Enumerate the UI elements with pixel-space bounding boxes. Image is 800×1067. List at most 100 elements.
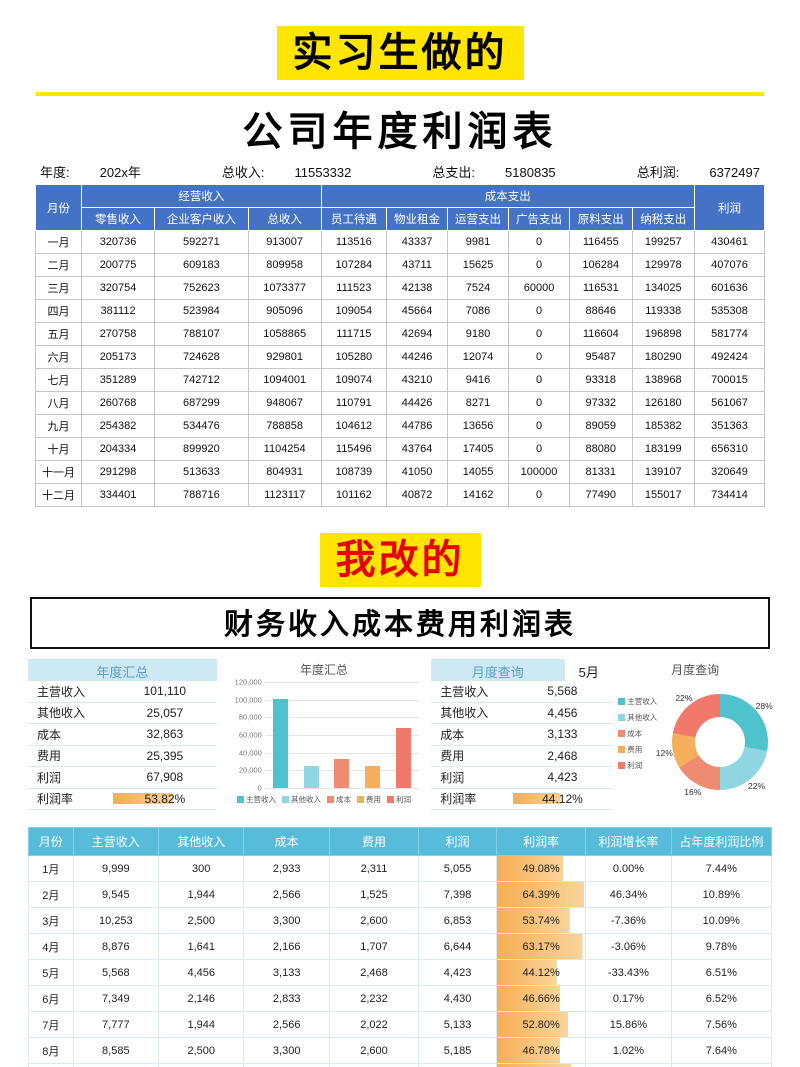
- bar: [365, 765, 381, 788]
- table-row: 六月 205173 724628 929801 105280 44246 12074 0 954…: [34, 345, 766, 369]
- dashboard-title: 财务收入成本费用利润表: [223, 609, 576, 641]
- value-cell: 7524: [447, 276, 510, 300]
- value-cell: 42694: [386, 322, 449, 346]
- value-cell: 1,525: [328, 881, 420, 908]
- legend-swatch: [618, 746, 626, 753]
- value-cell: 183199: [631, 437, 695, 461]
- value-cell: 106284: [569, 253, 633, 277]
- value-cell: 2,566: [243, 1011, 330, 1038]
- value-cell: 200775: [81, 253, 155, 277]
- dashboard: 年度汇总 主营收入 101,110 其他收入 25,057 成本 32,863 费用 25,3…: [28, 659, 773, 819]
- legend-item: 成本: [327, 794, 351, 805]
- value-cell: 809958: [247, 253, 322, 277]
- legend-item: 费用: [357, 794, 381, 805]
- value-cell: -33.43%: [585, 959, 672, 986]
- gridline: [264, 735, 420, 736]
- table-row: 五月 270758 788107 1058865 111715 42694 9180 0 116…: [34, 322, 766, 346]
- value-cell: 804931: [247, 460, 322, 484]
- value-cell: 0: [508, 368, 571, 392]
- value-cell: 407076: [693, 253, 766, 277]
- subheader-row: 零售收入 企业客户收入 总收入 员工待遇 物业租金 运营支出 广告支出 原料支出 纳税支出: [36, 207, 765, 231]
- table-row: 八月 260768 687299 948067 110791 44426 8271 0 9733…: [34, 391, 766, 415]
- value-cell: 2,600: [328, 907, 420, 934]
- legend-swatch: [618, 714, 626, 721]
- bar: [396, 728, 412, 788]
- panel-value: 101,110: [143, 684, 187, 699]
- panel-value: 32,863: [146, 727, 184, 742]
- bar: [303, 765, 319, 788]
- value-cell: 1,641: [158, 933, 245, 960]
- value-cell: 948067: [247, 391, 322, 415]
- month-cell: 四月: [34, 299, 83, 323]
- column-header: 主营收入: [72, 827, 160, 856]
- value-cell: 7.44%: [670, 855, 773, 882]
- value-cell: 52.80%: [496, 1011, 587, 1038]
- value-cell: 2,600: [328, 1037, 420, 1064]
- value-cell: 0.00%: [585, 855, 672, 882]
- table-row: 6月 7,349 2,146 2,833 2,232 4,430 46.66% 0.17% 6.…: [28, 985, 773, 1012]
- panel-label: 成本: [440, 727, 465, 742]
- value-cell: -3.06%: [585, 933, 672, 960]
- value-cell: 8,876: [72, 933, 160, 960]
- value-cell: 5,185: [418, 1037, 498, 1064]
- panel-value: 44.12%: [512, 791, 613, 806]
- value-cell: 2,500: [158, 907, 245, 934]
- value-cell: 7.64%: [670, 1037, 773, 1064]
- value-cell: 2,166: [243, 933, 330, 960]
- value-cell: 913007: [247, 230, 322, 254]
- month-cell: 十一月: [34, 460, 83, 484]
- value-cell: 381112: [81, 299, 155, 323]
- value-cell: 513633: [154, 460, 249, 484]
- legend-swatch: [282, 796, 289, 803]
- value-cell: 89059: [569, 414, 633, 438]
- table-row: 十一月 291298 513633 804931 108739 41050 14055 100…: [34, 460, 766, 484]
- annual-panel-rows: 主营收入 101,110 其他收入 25,057 成本 32,863 费用 25,395 利润 6…: [28, 681, 217, 810]
- value-cell: 320649: [693, 460, 766, 484]
- value-cell: 107284: [320, 253, 388, 277]
- month-cell: 十二月: [34, 483, 83, 507]
- donut-legend: 主营收入 其他收入 成本 费用 利润: [618, 682, 672, 790]
- panel-row: 其他收入 25,057: [28, 703, 217, 724]
- value-cell: 4,737: [418, 1063, 498, 1067]
- value-cell: 134025: [631, 276, 695, 300]
- legend-item: 利润: [618, 760, 672, 771]
- banner-revised: 我改的: [319, 533, 481, 587]
- donut-plot: 28% 22% 16% 12% 22%: [656, 693, 773, 797]
- donut-chart-title: 月度查询: [671, 663, 720, 677]
- legend-item: 费用: [618, 744, 672, 755]
- value-cell: 1094001: [247, 368, 322, 392]
- column-header: 企业客户收入: [154, 207, 249, 231]
- panel-label: 费用: [440, 749, 465, 764]
- panel-label: 费用: [37, 749, 62, 764]
- column-header: 利润增长率: [585, 827, 672, 856]
- value-cell: -8.65%: [585, 1063, 672, 1067]
- annual-panel-header: 年度汇总: [28, 659, 217, 681]
- value-cell: 14162: [447, 483, 510, 507]
- panel-row: 利润 4,423: [431, 767, 613, 789]
- value-cell: 8,585: [72, 1037, 160, 1064]
- panel-label: 主营收入: [37, 684, 86, 699]
- bar-chart-title: 年度汇总: [300, 663, 349, 677]
- value-cell: 40872: [386, 483, 449, 507]
- legend-item: 主营收入: [618, 696, 672, 707]
- value-cell: 492424: [693, 345, 766, 369]
- monthly-panel-title: 月度查询: [471, 665, 524, 680]
- value-cell: 93318: [569, 368, 633, 392]
- value-cell: 44426: [386, 391, 449, 415]
- value-cell: 788716: [154, 483, 249, 507]
- panel-value: 4,456: [547, 705, 578, 720]
- summary-item: 总收入: 11553332: [222, 162, 352, 181]
- value-cell: 8271: [447, 391, 510, 415]
- month-selector-dropdown[interactable]: 5月: [564, 659, 613, 681]
- column-header: 总收入: [247, 207, 322, 231]
- column-header: 员工待遇: [320, 207, 388, 231]
- month-cell: 一月: [34, 230, 83, 254]
- panel-row: 利润率 44.12%: [431, 789, 613, 810]
- value-cell: 196898: [631, 322, 695, 346]
- y-axis-tick-label: 60,000: [238, 730, 262, 740]
- value-cell: 1,707: [328, 933, 420, 960]
- annual-profit-table: 月份 经营收入 成本支出 利润 零售收入 企业客户收入 总收入 员工待遇 物业租金 运营支出 广告支…: [34, 184, 766, 507]
- value-cell: 0: [508, 230, 571, 254]
- table-row: 8月 8,585 2,500 3,300 2,600 5,185 46.78% 1.02% 7.…: [28, 1037, 773, 1064]
- value-cell: 929801: [247, 345, 322, 369]
